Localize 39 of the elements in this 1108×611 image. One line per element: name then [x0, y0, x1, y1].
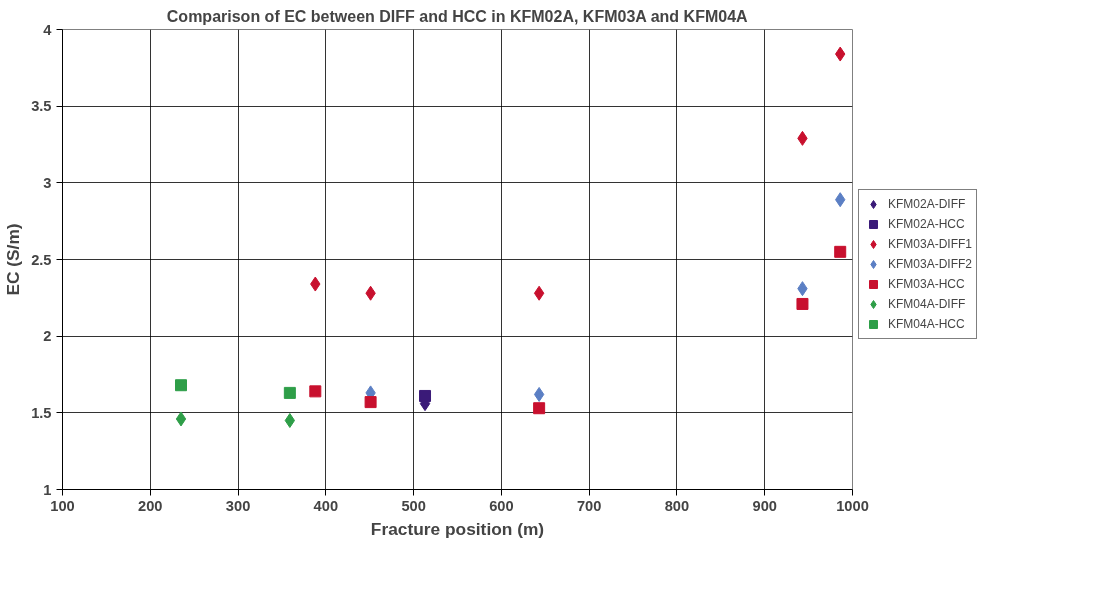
point [533, 386, 545, 402]
legend-label: KFM04A-HCC [888, 317, 965, 331]
point [834, 245, 847, 258]
x-tick-label: 500 [401, 497, 426, 514]
x-tick-label: 100 [50, 497, 75, 514]
point [283, 386, 296, 399]
x-tick-label: 400 [313, 497, 339, 514]
legend-label: KFM04A-DIFF [888, 297, 966, 311]
point [175, 379, 187, 392]
point [364, 396, 377, 409]
y-tick-label: 2.5 [31, 251, 52, 268]
x-axis-title: Fracture position (m) [370, 518, 545, 539]
y-tick-label: 1.5 [31, 404, 52, 421]
legend-label: KFM03A-DIFF2 [888, 257, 973, 271]
point [796, 297, 809, 310]
legend-label: KFM02A-HCC [888, 217, 965, 231]
legend-label: KFM03A-DIFF1 [888, 237, 973, 251]
legend-label: KFM02A-DIFF [888, 197, 966, 211]
chart-title: Comparison of EC between DIFF and HCC in KFM02A, KFM03A and KFM04A [166, 7, 749, 25]
y-tick-label: 3.5 [31, 98, 52, 115]
legend-label: KFM03A-HCC [888, 277, 965, 291]
x-tick-label: 800 [664, 497, 690, 514]
x-tick-label: 300 [225, 497, 251, 514]
point [533, 402, 546, 415]
y-tick-label: 4 [43, 21, 53, 38]
point [175, 411, 187, 427]
y-axis-title: EC (S/m) [3, 223, 24, 296]
y-tick-label: 1 [43, 481, 52, 498]
x-tick-label: 700 [576, 497, 602, 514]
point [309, 385, 322, 398]
y-tick-label: 3 [43, 174, 52, 191]
point [419, 389, 432, 402]
x-tick-label: 600 [489, 497, 514, 514]
point [284, 413, 296, 428]
point [533, 285, 545, 301]
x-tick-label: 1000 [836, 497, 869, 514]
y-tick-label: 2 [43, 328, 52, 345]
x-tick-label: 900 [752, 497, 777, 514]
x-tick-label: 200 [138, 497, 163, 514]
